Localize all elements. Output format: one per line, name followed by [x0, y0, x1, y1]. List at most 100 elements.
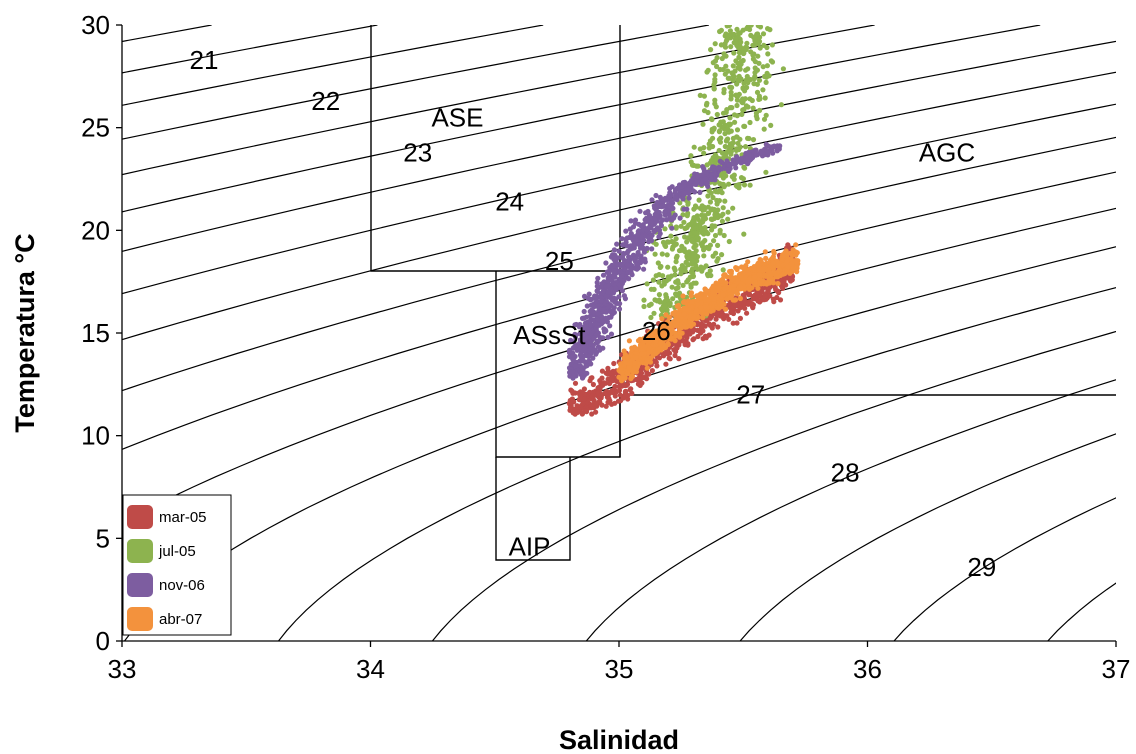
- data-point: [574, 347, 580, 353]
- data-point: [752, 274, 758, 280]
- data-point: [596, 384, 602, 390]
- y-tick-label: 25: [81, 113, 110, 143]
- data-point: [669, 246, 676, 252]
- data-point: [679, 184, 685, 190]
- legend-swatch: [127, 505, 153, 529]
- data-point: [699, 322, 705, 328]
- data-point: [749, 97, 755, 104]
- data-point: [753, 147, 759, 153]
- data-point: [755, 53, 761, 59]
- data-point: [756, 77, 763, 83]
- data-point: [699, 172, 705, 178]
- data-point: [621, 251, 627, 257]
- data-point: [605, 365, 611, 371]
- data-point: [751, 76, 757, 82]
- data-point: [765, 288, 771, 294]
- data-point: [730, 63, 736, 69]
- data-point: [725, 36, 731, 42]
- data-point: [747, 119, 753, 126]
- data-point: [653, 359, 659, 365]
- data-point: [628, 218, 634, 224]
- data-point: [702, 176, 709, 182]
- data-point: [645, 336, 652, 342]
- isopycnal-line: [122, 207, 1116, 524]
- data-point: [717, 230, 723, 236]
- data-point: [643, 360, 649, 366]
- data-point: [681, 219, 687, 225]
- data-point: [783, 282, 789, 288]
- data-point: [727, 143, 733, 149]
- data-point: [597, 347, 603, 353]
- data-point: [698, 305, 704, 311]
- data-point: [706, 246, 712, 252]
- data-point: [635, 338, 642, 344]
- data-point: [682, 234, 688, 240]
- isopycnal-label: 25: [545, 246, 574, 276]
- data-point: [765, 51, 771, 57]
- data-point: [734, 102, 740, 109]
- data-point: [652, 349, 658, 355]
- data-point: [762, 293, 768, 299]
- data-point: [594, 331, 600, 338]
- data-point: [590, 381, 597, 388]
- data-point: [697, 189, 703, 195]
- data-point: [663, 361, 669, 367]
- data-point: [728, 128, 734, 134]
- data-point: [663, 278, 670, 284]
- data-point: [755, 285, 761, 291]
- data-point: [744, 25, 750, 32]
- data-point: [613, 286, 619, 292]
- data-point: [724, 25, 730, 29]
- data-point: [705, 273, 711, 279]
- data-point: [629, 390, 635, 396]
- data-point: [784, 258, 790, 264]
- data-point: [756, 93, 763, 99]
- data-point: [698, 291, 704, 297]
- data-point: [728, 96, 734, 102]
- data-point: [611, 309, 618, 315]
- data-point: [726, 238, 732, 245]
- data-point: [761, 126, 767, 132]
- data-point: [628, 376, 634, 382]
- data-point: [708, 176, 714, 182]
- data-point: [741, 50, 747, 56]
- data-point: [663, 350, 669, 356]
- data-point: [580, 342, 586, 348]
- data-point: [713, 316, 719, 322]
- data-point: [775, 288, 781, 294]
- data-point: [695, 235, 702, 241]
- data-point: [594, 322, 600, 328]
- data-point: [614, 241, 620, 247]
- data-point: [648, 314, 654, 321]
- data-point: [633, 346, 640, 352]
- isopycnal-line: [122, 171, 1116, 451]
- data-point: [634, 364, 641, 370]
- data-point: [654, 225, 661, 231]
- data-point: [750, 56, 757, 62]
- data-point: [714, 111, 720, 118]
- data-point: [598, 298, 605, 304]
- data-point: [734, 320, 740, 326]
- data-point: [609, 376, 615, 382]
- data-point: [639, 350, 645, 357]
- data-point: [572, 322, 578, 328]
- data-point: [570, 339, 576, 345]
- data-point: [679, 330, 685, 336]
- data-point: [668, 233, 674, 239]
- data-point: [739, 99, 745, 105]
- data-point: [763, 255, 769, 261]
- legend-entry: mar-05: [159, 509, 207, 526]
- data-point: [736, 54, 742, 61]
- water-mass-label: ASE: [431, 102, 483, 132]
- legend-entry: nov-06: [159, 577, 205, 594]
- data-point: [762, 249, 768, 255]
- data-point: [763, 79, 769, 85]
- data-point: [641, 266, 647, 272]
- data-point: [659, 251, 665, 257]
- data-point: [581, 358, 587, 364]
- data-point: [660, 273, 666, 279]
- data-point: [744, 310, 750, 316]
- data-point: [596, 398, 603, 404]
- data-point: [620, 242, 627, 248]
- data-point: [780, 252, 786, 258]
